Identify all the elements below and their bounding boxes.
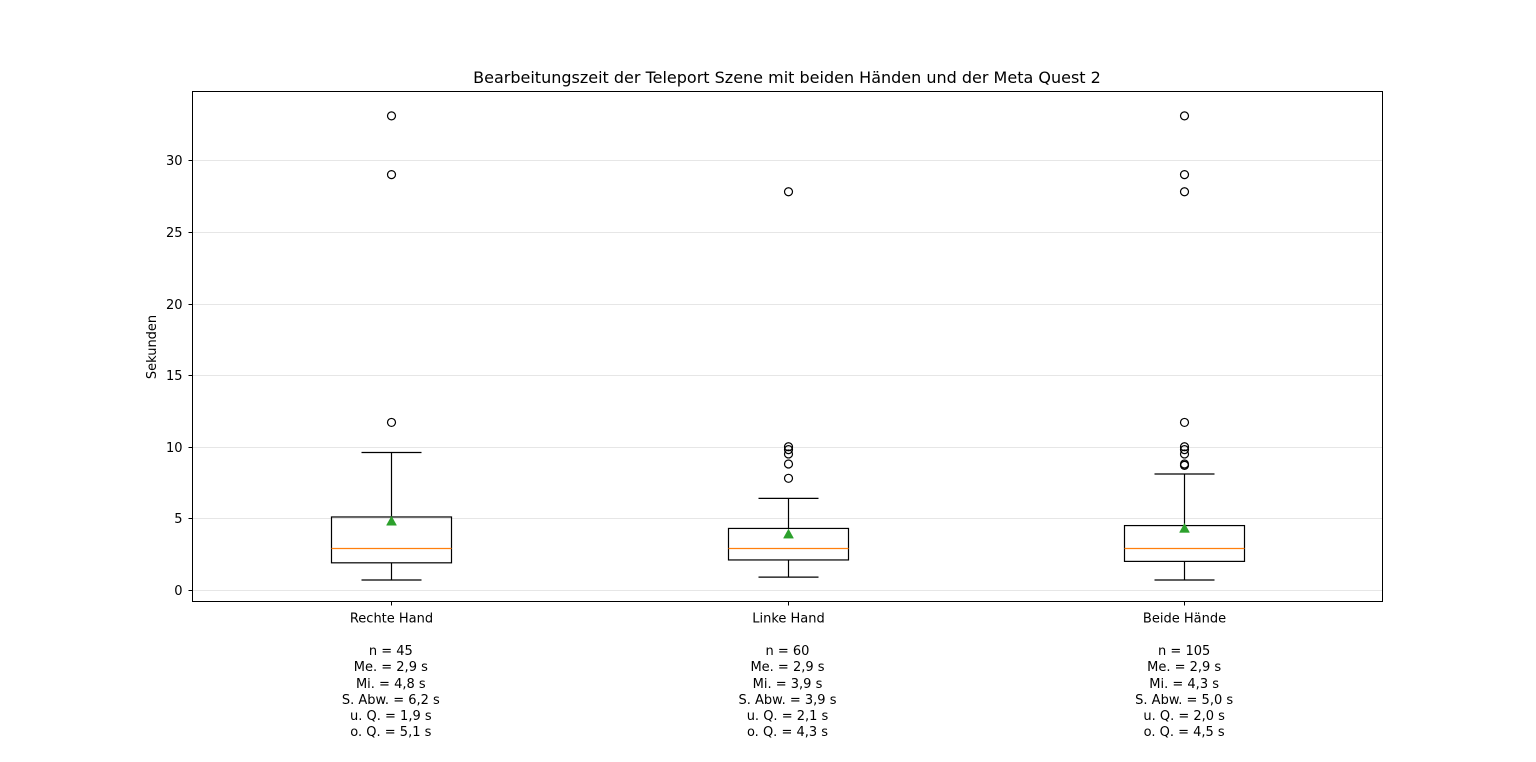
- iqr-box: [727, 527, 850, 561]
- outlier-point: [1179, 169, 1190, 180]
- stats-line: S. Abw. = 6,2 s: [341, 692, 440, 708]
- mean-marker: [386, 515, 397, 526]
- stats-line: Me. = 2,9 s: [750, 660, 825, 676]
- stats-line: u. Q. = 2,0 s: [1143, 709, 1225, 725]
- stats-line: Mi. = 3,9 s: [752, 676, 823, 692]
- stats-block: n = 60 Me. = 2,9 s Mi. = 3,9 s S. Abw. = 3,…: [688, 644, 888, 742]
- outlier-point: [1179, 417, 1190, 428]
- outlier-point: [1179, 449, 1190, 459]
- stats-line: Mi. = 4,3 s: [1149, 676, 1219, 692]
- x-tick-label: Beide Hände: [1143, 612, 1226, 627]
- stats-line: u. Q. = 2,1 s: [746, 709, 829, 725]
- y-tick-label: 5: [174, 512, 182, 527]
- chart-title: Bearbeitungszeit der Teleport Szene mit …: [473, 68, 1101, 87]
- stats-block: n = 105 Me. = 2,9 s Mi. = 4,3 s S. Abw. = 5…: [1084, 644, 1284, 742]
- box-group: [1123, 111, 1246, 581]
- outlier-point: [783, 442, 794, 452]
- y-tick-label: 15: [166, 369, 183, 384]
- stats-line: Me. = 2,9 s: [1147, 660, 1222, 676]
- stats-line: o. Q. = 4,5 s: [1143, 725, 1225, 741]
- box-layer: [330, 111, 1246, 581]
- stats-line: S. Abw. = 5,0 s: [1135, 692, 1234, 708]
- outlier-point: [1179, 187, 1190, 197]
- y-tick-label: 0: [174, 584, 182, 599]
- stats-line: n = 45: [368, 644, 413, 659]
- mean-marker: [783, 528, 794, 539]
- y-tick-label: 20: [166, 298, 183, 313]
- box-group: [330, 111, 453, 581]
- stats-line: Me. = 2,9 s: [353, 660, 428, 676]
- outlier-point: [386, 111, 397, 121]
- outlier-point: [783, 187, 794, 197]
- stats-line: n = 60: [765, 644, 810, 659]
- x-tick-label: Linke Hand: [752, 612, 825, 627]
- y-tick-label: 30: [166, 154, 183, 169]
- y-tick-label: 25: [166, 226, 183, 241]
- y-axis-label: Sekunden: [145, 315, 160, 379]
- outlier-point: [783, 445, 794, 455]
- axis-layer: 0 5 10 15 20 25 30 Rechte Hand Linke Hand Beide H…: [166, 154, 1226, 627]
- stats-line: Mi. = 4,8 s: [355, 676, 426, 692]
- box-group: [727, 187, 850, 578]
- stats-line: o. Q. = 4,3 s: [746, 725, 829, 741]
- stats-line: u. Q. = 1,9 s: [350, 709, 432, 725]
- outlier-point: [1179, 445, 1190, 455]
- stats-line: o. Q. = 5,1 s: [350, 725, 432, 741]
- plot-frame: [192, 91, 1383, 602]
- outlier-point: [1179, 442, 1190, 452]
- stats-block: n = 45 Me. = 2,9 s Mi. = 4,8 s S. Abw. = 6,…: [291, 644, 491, 742]
- outlier-point: [386, 169, 397, 180]
- outlier-point: [783, 459, 794, 469]
- x-tick-label: Rechte Hand: [350, 612, 433, 627]
- stats-line: S. Abw. = 3,9 s: [738, 692, 837, 708]
- stats-line: n = 105: [1158, 644, 1211, 659]
- outlier-point: [1179, 111, 1190, 121]
- outlier-point: [783, 449, 794, 459]
- outlier-point: [1179, 459, 1190, 469]
- outlier-point: [386, 417, 397, 428]
- mean-marker: [1179, 522, 1190, 533]
- y-tick-label: 10: [166, 441, 183, 456]
- outlier-point: [783, 473, 794, 483]
